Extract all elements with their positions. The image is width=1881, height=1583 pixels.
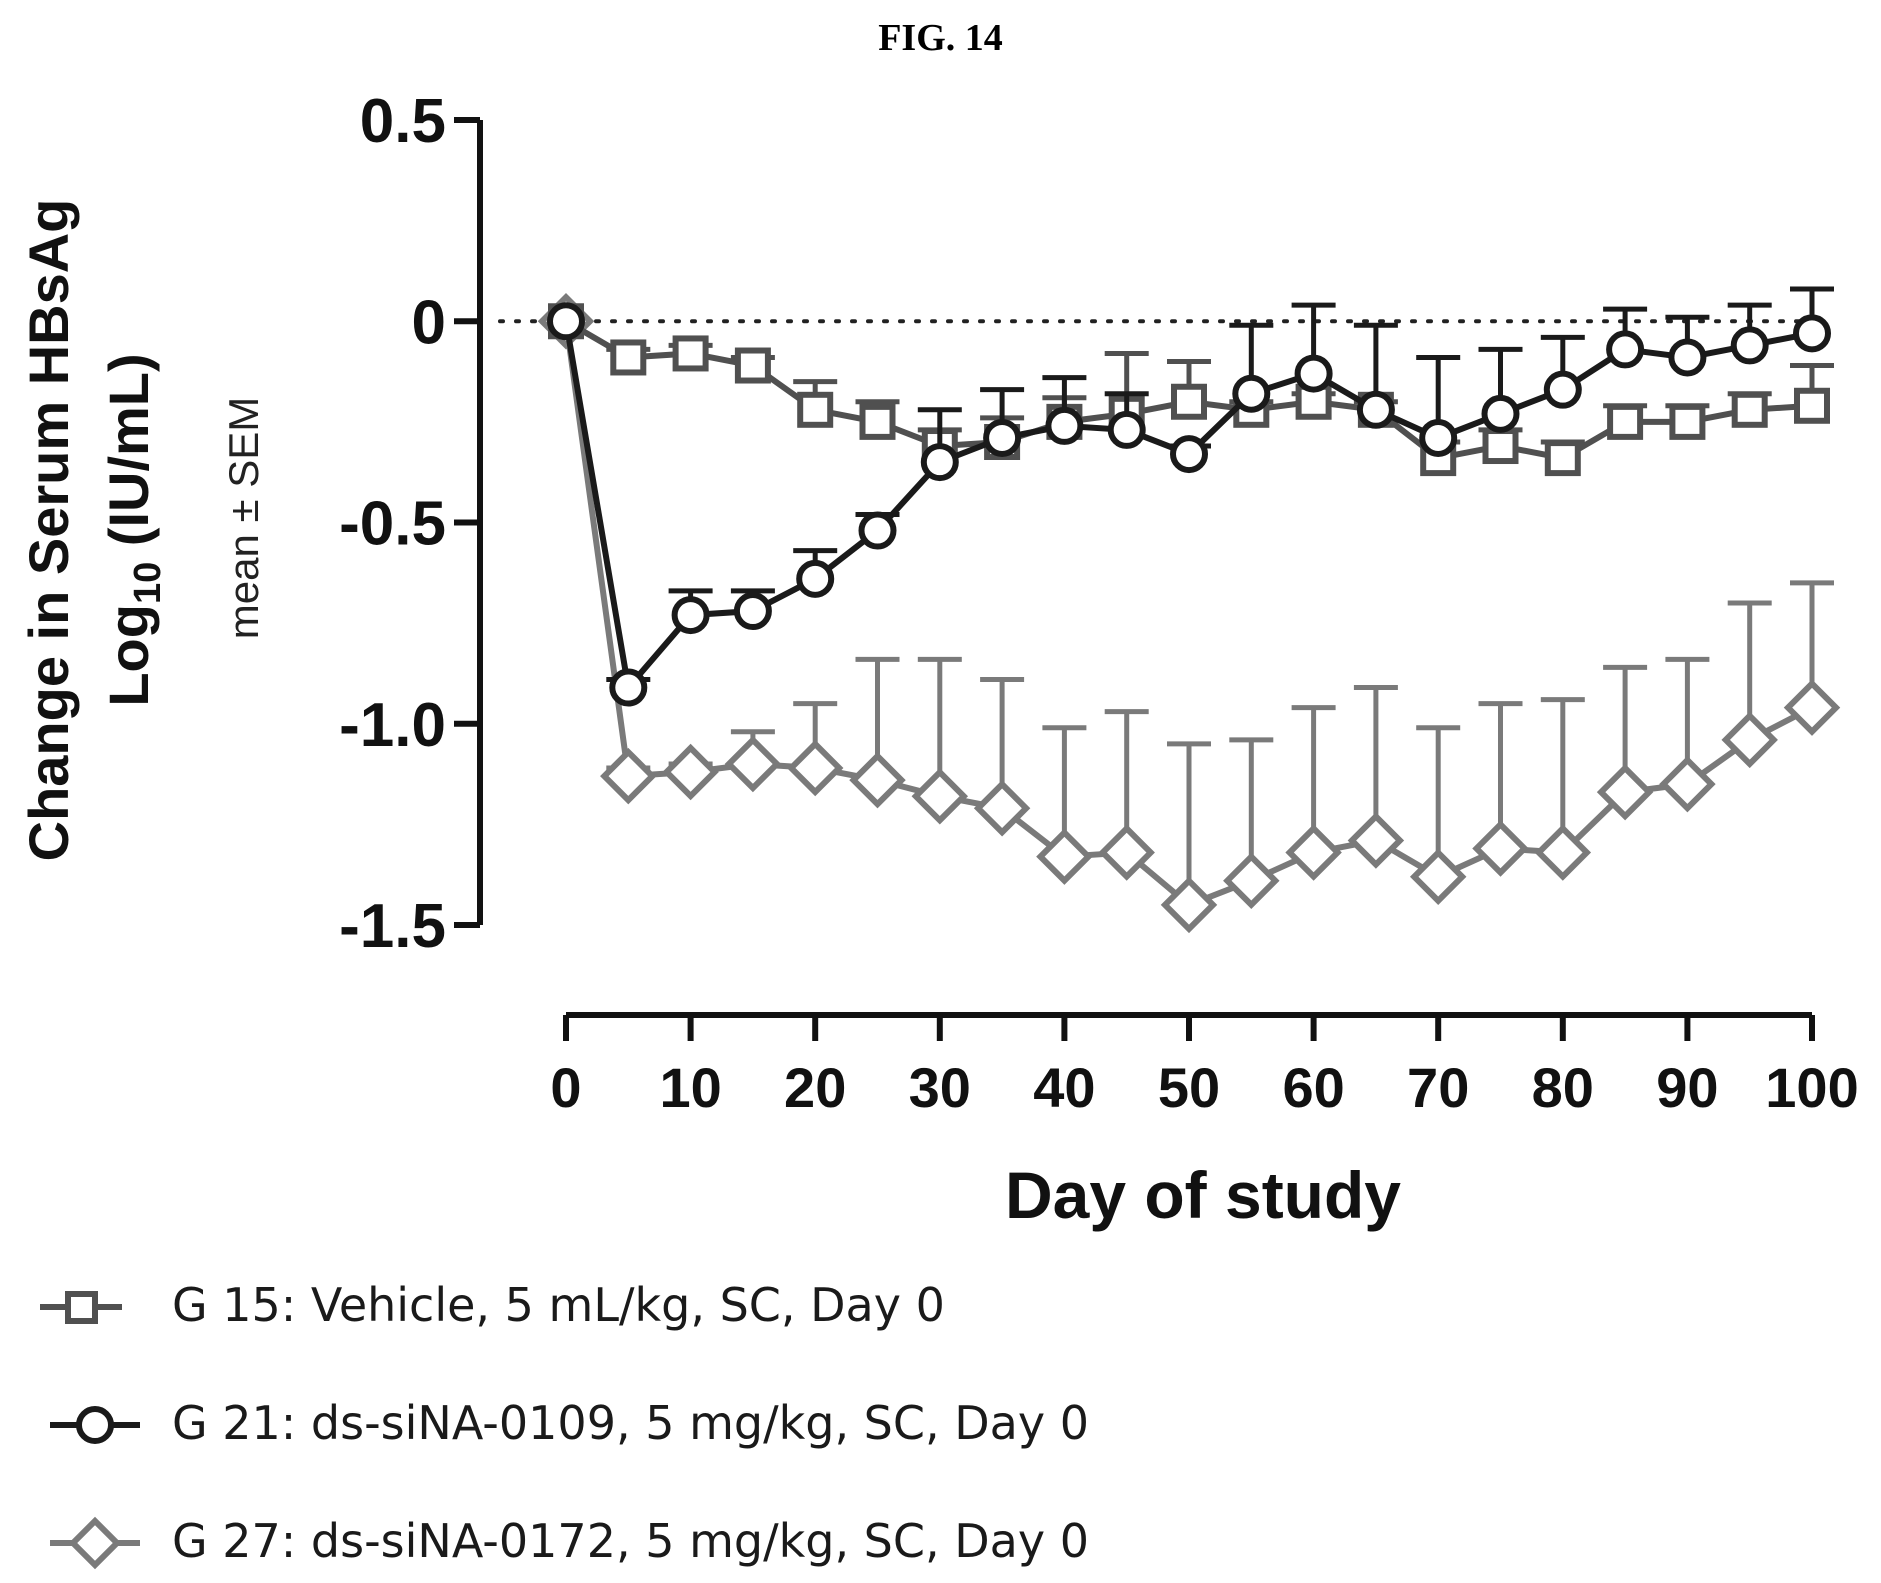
data-point (662, 743, 719, 801)
x-tick-label: 90 (1656, 1056, 1718, 1119)
data-point (786, 739, 844, 797)
data-point (1160, 876, 1218, 934)
data-point (1606, 330, 1645, 369)
data-point (1534, 824, 1592, 881)
data-point (1356, 390, 1395, 429)
data-point (1793, 314, 1831, 353)
data-point (1659, 755, 1716, 813)
data-point (1036, 828, 1093, 885)
data-point (1482, 428, 1519, 465)
data-point (672, 335, 709, 372)
y-axis-note: mean ± SEM (220, 397, 267, 639)
data-point (1544, 440, 1581, 477)
data-point (911, 767, 969, 825)
y-tick-label: -1.5 (339, 892, 446, 961)
data-point (1232, 374, 1271, 413)
data-point (1098, 824, 1155, 881)
y-tick-label: 0 (412, 288, 446, 357)
data-point (1730, 326, 1769, 365)
data-point (1472, 820, 1529, 877)
data-point (610, 339, 647, 376)
y-tick-label: -0.5 (339, 490, 446, 559)
data-point (1794, 387, 1830, 424)
data-point (609, 668, 648, 707)
legend-label: G 15: Vehicle, 5 mL/kg, SC, Day 0 (172, 1278, 945, 1332)
data-point (734, 347, 771, 384)
data-point (1596, 763, 1654, 821)
data-point (1045, 406, 1084, 445)
data-point (1294, 354, 1333, 393)
data-point (859, 403, 896, 440)
legend-item-sina-0109: G 21: ds-siNA-0109, 5 mg/kg, SC, Day 0 (40, 1390, 1340, 1460)
y-tick-label: 0.5 (360, 87, 446, 156)
data-point (1731, 391, 1768, 428)
legend-label: G 27: ds-siNA-0172, 5 mg/kg, SC, Day 0 (172, 1514, 1089, 1568)
x-tick-label: 10 (659, 1056, 721, 1119)
x-tick-label: 50 (1158, 1056, 1220, 1119)
series-diamond (537, 293, 1841, 934)
data-point (1607, 403, 1644, 440)
x-tick-label: 20 (784, 1056, 846, 1119)
y-axis-label-line1: Change in Serum HBsAg (17, 199, 80, 862)
data-point (1721, 711, 1778, 769)
plot-area (537, 286, 1841, 934)
x-tick-label: 70 (1407, 1056, 1469, 1119)
data-point (733, 592, 772, 631)
line-chart: 0.50-0.5-1.0-1.5 0 10 20 30 40 50 60 70 80 90 100 … (17, 87, 1859, 1232)
y-axis-label-line2: Log10 (IU/mL) (97, 353, 169, 706)
square-marker-icon (40, 1291, 122, 1324)
x-tick-label: 60 (1282, 1056, 1344, 1119)
y-axis-label-units: (IU/mL) (97, 353, 160, 561)
data-point (1285, 824, 1342, 881)
x-tick-label: 80 (1532, 1056, 1594, 1119)
data-point (1170, 435, 1208, 474)
data-point (920, 443, 959, 482)
figure-label: FIG. 14 (878, 17, 1003, 59)
data-point (1543, 370, 1582, 409)
x-tick-label: 40 (1033, 1056, 1095, 1119)
data-point (796, 559, 835, 598)
data-point (1668, 338, 1707, 377)
y-tick-label: -1.0 (339, 691, 446, 760)
data-point (600, 747, 657, 805)
data-point (1107, 410, 1146, 449)
data-point (797, 391, 834, 428)
data-point (1481, 394, 1520, 433)
y-axis: 0.5 0 -0.5 -1.0 -1.5 (339, 87, 483, 961)
x-axis-label: Day of study (1005, 1158, 1401, 1232)
data-point (547, 302, 585, 341)
data-point (1223, 852, 1280, 909)
legend-item-sina-0172: G 27: ds-siNA-0172, 5 mg/kg, SC, Day 0 (40, 1508, 1340, 1578)
data-point (983, 418, 1022, 457)
legend-label: G 21: ds-siNA-0109, 5 mg/kg, SC, Day 0 (172, 1396, 1089, 1450)
x-tick-label: 100 (1765, 1056, 1858, 1119)
data-point (1171, 383, 1207, 420)
data-point (849, 751, 906, 809)
x-tick-label: 0 (550, 1056, 581, 1119)
diamond-marker-icon (50, 1516, 140, 1570)
data-point (858, 511, 897, 550)
data-point (724, 735, 782, 793)
x-axis: 0 10 20 30 40 50 60 70 80 90 100 (550, 1012, 1859, 1119)
data-point (973, 780, 1031, 837)
data-point (1347, 812, 1405, 869)
y-axis-label-subscript: 10 (127, 562, 169, 604)
data-point (1409, 848, 1467, 905)
legend-item-vehicle: G 15: Vehicle, 5 mL/kg, SC, Day 0 (40, 1272, 1340, 1342)
x-tick-label: 30 (909, 1056, 971, 1119)
data-point (671, 596, 710, 635)
circle-marker-icon (50, 1406, 140, 1444)
data-point (1419, 418, 1458, 457)
y-axis-label-log: Log (97, 604, 160, 707)
data-point (1669, 403, 1706, 440)
y-axis-label: Change in Serum HBsAg Log10 (IU/mL) mean… (17, 199, 267, 862)
series-circle (547, 286, 1834, 707)
data-point (1783, 679, 1841, 736)
